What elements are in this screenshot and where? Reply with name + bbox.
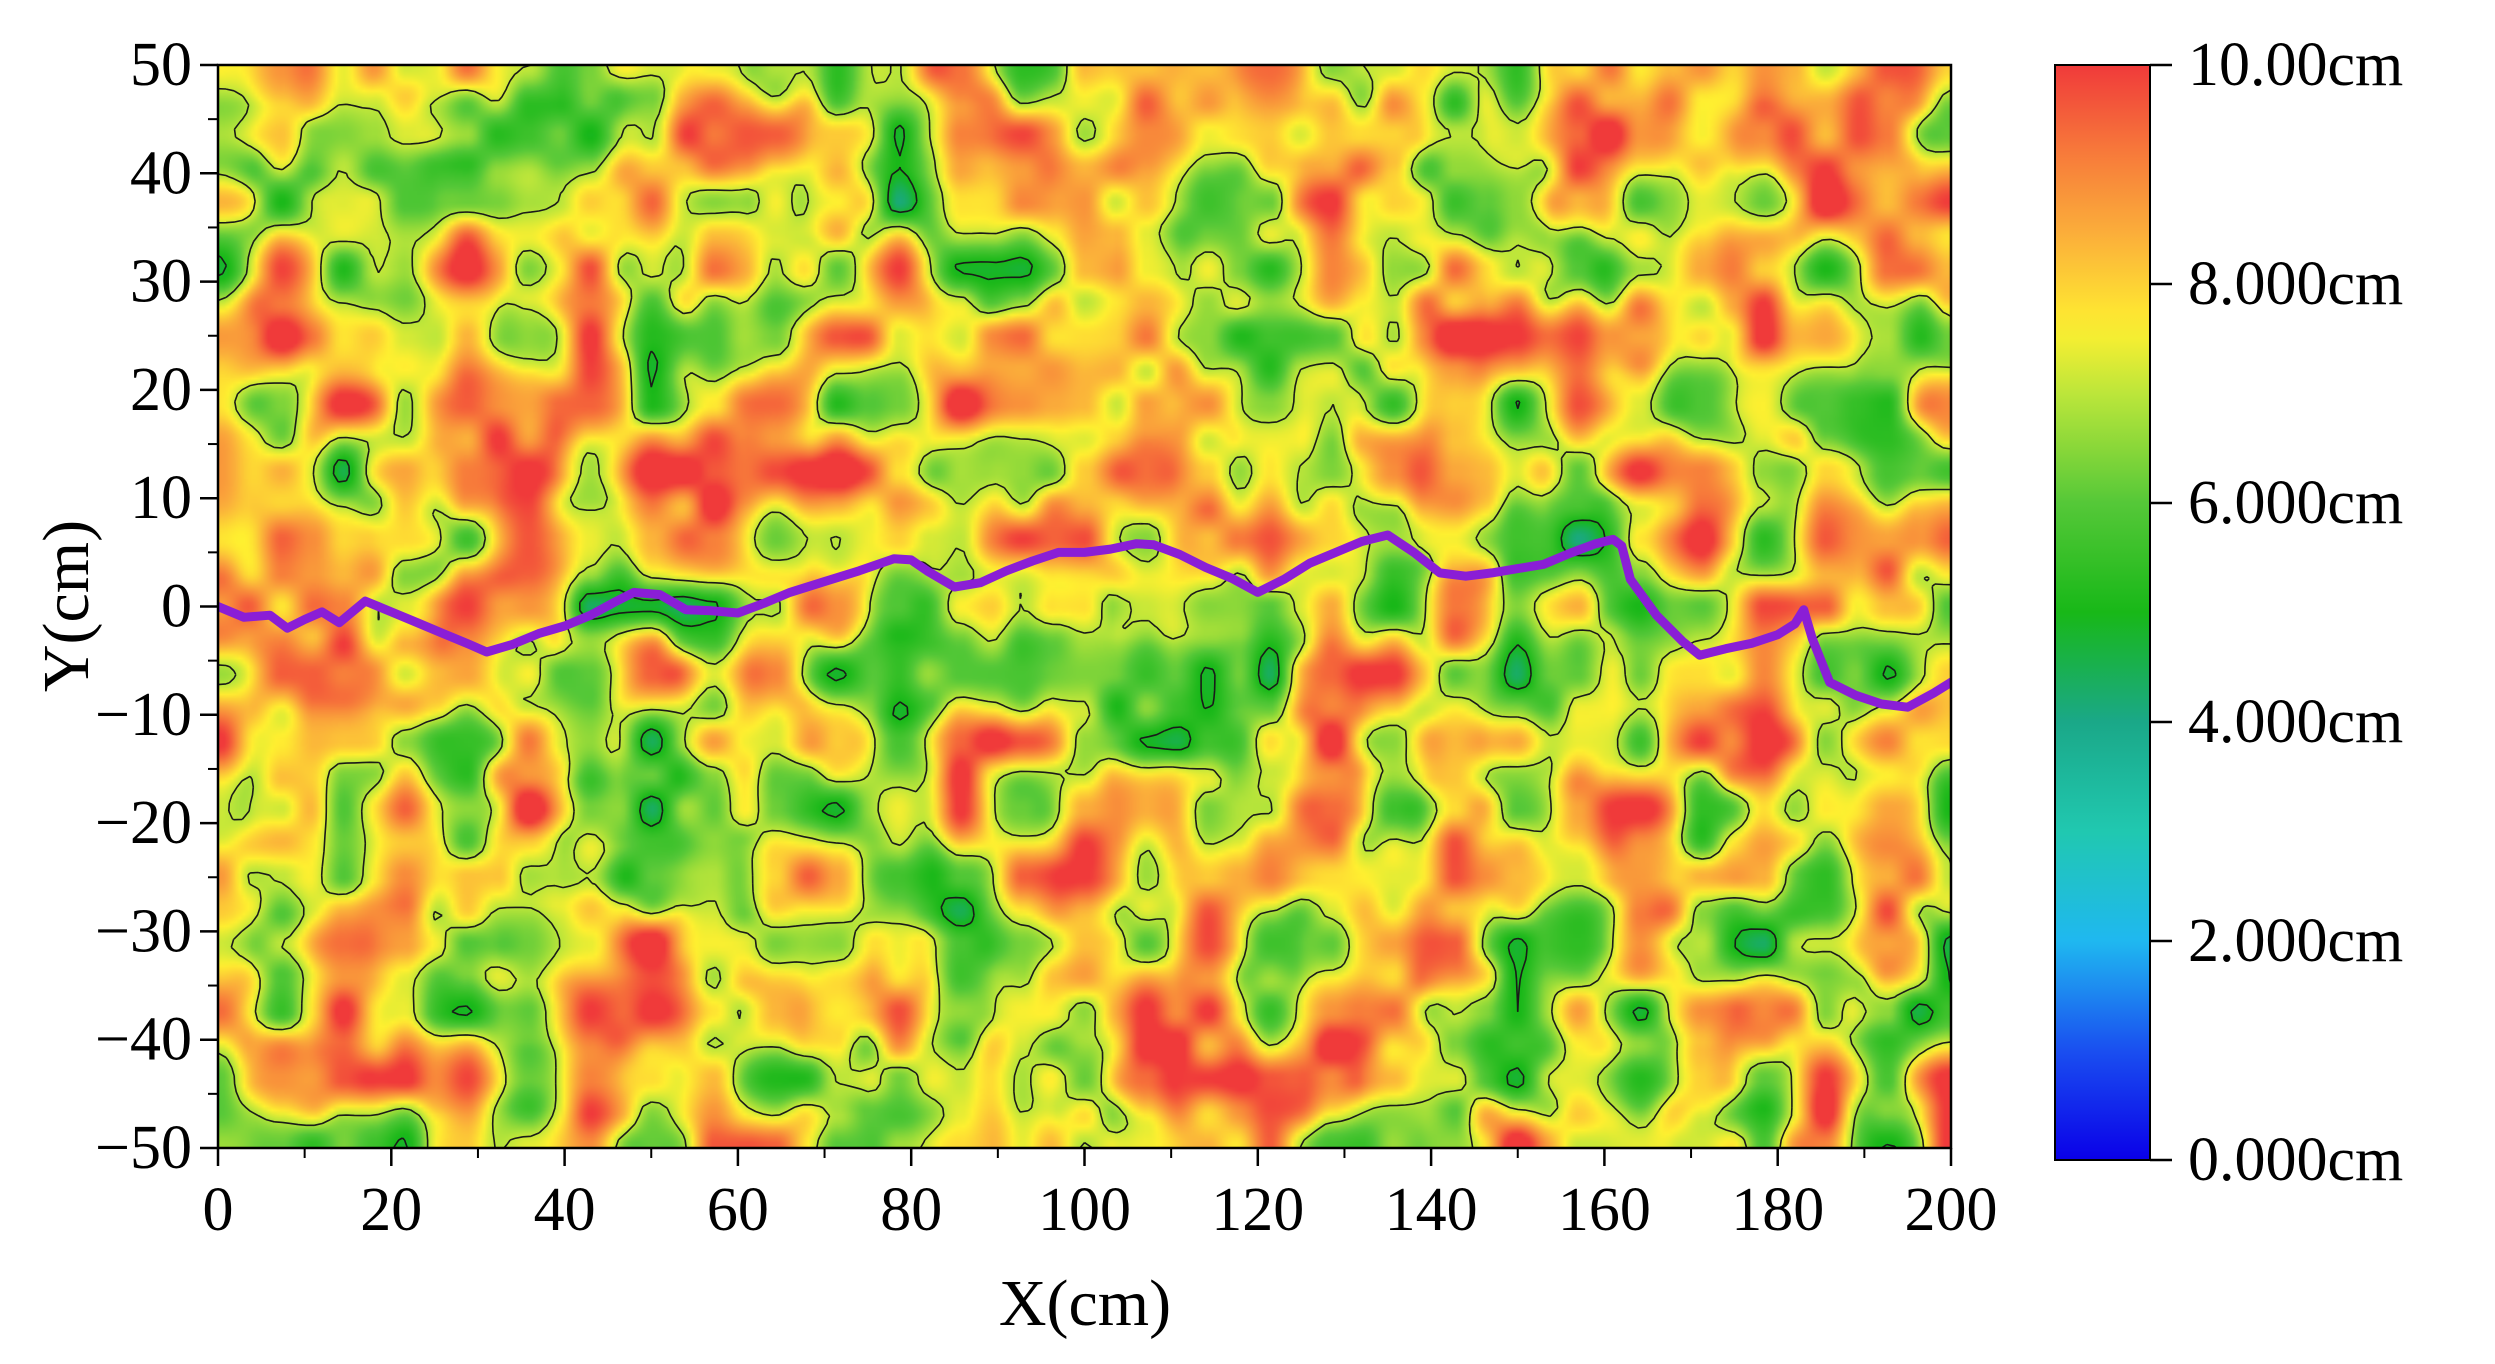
x-tick-label: 100 [1038, 1176, 1131, 1244]
colorbar-tick-label: 10.00cm [2188, 31, 2403, 99]
y-axis: 50 40 30 20 10 0 −10 −20 −30 −40 −50 [95, 31, 218, 1182]
x-tick-label: 200 [1905, 1176, 1998, 1244]
y-tick-label: −40 [95, 1006, 192, 1074]
x-axis: 0 20 40 60 80 100 120 140 160 180 200 [203, 1148, 1998, 1244]
x-tick-label: 180 [1731, 1176, 1824, 1244]
x-tick-label: 0 [203, 1176, 234, 1244]
y-tick-label: −20 [95, 789, 192, 857]
y-tick-label: 20 [130, 356, 192, 424]
x-tick-label: 140 [1385, 1176, 1478, 1244]
path-line [218, 530, 1951, 712]
x-tick-label: 60 [707, 1176, 769, 1244]
contour-level-1 [218, 124, 1951, 1148]
y-tick-label: −50 [95, 1114, 192, 1182]
x-tick-label: 80 [880, 1176, 942, 1244]
y-tick-label: 40 [130, 139, 192, 207]
colorbar-tick-label: 0.000cm [2188, 1126, 2403, 1194]
x-tick-label: 120 [1211, 1176, 1304, 1244]
y-tick-label: 50 [130, 31, 192, 99]
y-tick-label: 0 [161, 573, 192, 641]
x-tick-label: 40 [534, 1176, 596, 1244]
colorbar-tick-label: 4.000cm [2188, 688, 2403, 756]
y-tick-label: 10 [130, 464, 192, 532]
colorbar-ticks: 10.00cm 8.000cm 6.000cm 4.000cm 2.000cm 0.000… [2150, 31, 2403, 1194]
contour-lines [218, 65, 1951, 1148]
x-tick-label: 160 [1558, 1176, 1651, 1244]
y-tick-label: −30 [95, 897, 192, 965]
y-tick-label: −10 [95, 681, 192, 749]
plot-area [218, 65, 1951, 1148]
colorbar-tick-label: 8.000cm [2188, 250, 2403, 318]
contour-level-2 [218, 65, 1951, 1148]
y-tick-label: 30 [130, 248, 192, 316]
colorbar-tick-label: 6.000cm [2188, 469, 2403, 537]
colorbar-gradient [2054, 64, 2151, 1161]
colorbar: 10.00cm 8.000cm 6.000cm 4.000cm 2.000cm 0.000… [2054, 31, 2403, 1194]
x-axis-label: X(cm) [999, 1267, 1171, 1340]
y-axis-label: Y(cm) [30, 520, 103, 692]
heatmap-field [218, 65, 1951, 1148]
x-tick-label: 20 [360, 1176, 422, 1244]
colorbar-tick-label: 2.000cm [2188, 907, 2403, 975]
